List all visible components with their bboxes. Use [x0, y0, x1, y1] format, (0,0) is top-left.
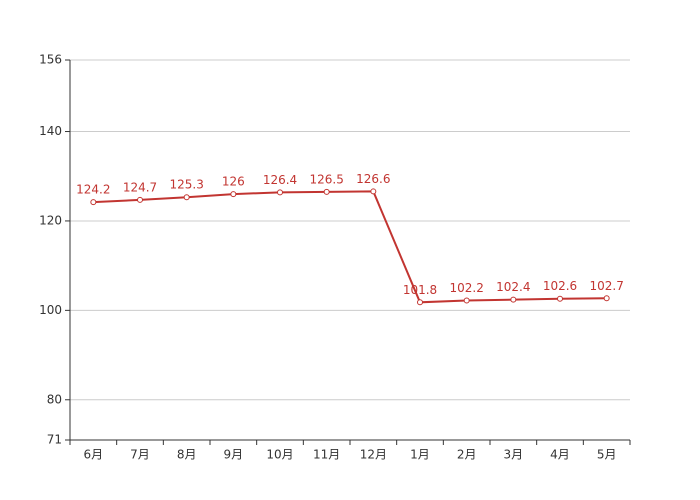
data-line — [93, 190, 607, 304]
data-point — [603, 295, 610, 302]
data-point — [90, 199, 97, 206]
x-tick-label: 12月 — [360, 448, 387, 462]
y-tick-label: 140 — [39, 124, 62, 138]
y-tick-label: 71 — [47, 433, 62, 447]
data-label: 124.2 — [76, 183, 110, 197]
x-tick-label: 10月 — [266, 448, 293, 462]
data-label: 124.7 — [123, 180, 157, 194]
x-tick-label: 1月 — [410, 448, 430, 462]
data-label: 102.6 — [543, 279, 577, 293]
x-tick-label: 9月 — [224, 448, 244, 462]
y-tick-label: 100 — [39, 303, 62, 317]
data-point — [183, 194, 190, 201]
data-point — [557, 295, 563, 302]
x-tick-label: 11月 — [313, 448, 340, 462]
y-tick-label: 80 — [47, 392, 62, 406]
data-point — [230, 191, 237, 198]
data-point — [463, 297, 470, 304]
x-tick-label: 3月 — [504, 448, 524, 462]
data-label: 126.5 — [309, 172, 343, 186]
data-point — [370, 188, 377, 195]
x-tick-label: 2月 — [457, 448, 477, 462]
data-point — [277, 189, 283, 196]
x-tick-label: 6月 — [84, 448, 104, 462]
data-label: 102.7 — [589, 279, 623, 293]
data-label: 126 — [222, 175, 245, 189]
y-tick-label: 120 — [39, 213, 62, 227]
data-label: 102.2 — [449, 281, 483, 295]
data-label: 102.4 — [496, 280, 530, 294]
data-label: 125.3 — [169, 178, 203, 192]
x-tick-label: 7月 — [130, 448, 150, 462]
data-point — [417, 299, 423, 306]
data-label: 126.4 — [263, 173, 297, 187]
data-point — [137, 196, 143, 203]
x-tick-label: 8月 — [177, 448, 197, 462]
data-label: 101.8 — [403, 283, 437, 297]
x-tick-label: 5月 — [597, 448, 617, 462]
data-point — [510, 296, 517, 303]
data-label: 126.6 — [356, 172, 390, 186]
data-point — [323, 188, 330, 195]
y-tick-label: 156 — [39, 53, 62, 67]
x-tick-label: 4月 — [550, 448, 570, 462]
